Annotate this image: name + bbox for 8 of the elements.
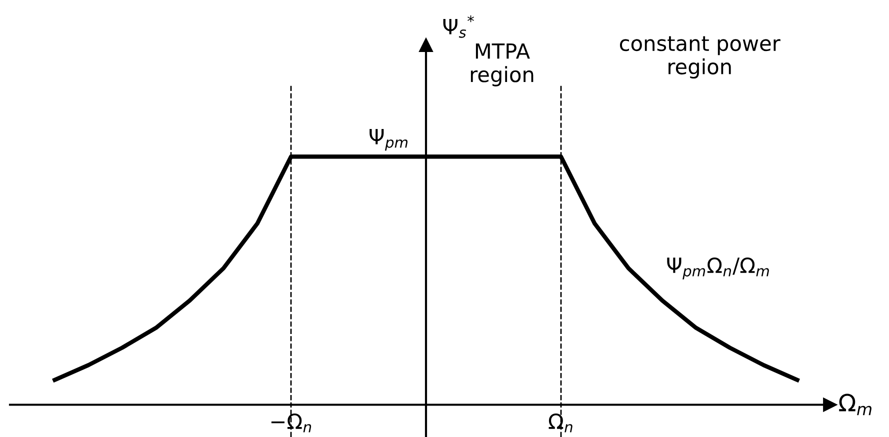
text: constant power region: [620, 36, 780, 79]
text: Ω$_{n}$/Ω$_{m}$: [707, 258, 769, 276]
annotation: Ψ$_{pm}$: [667, 258, 706, 280]
x-axis-title: Ω$_{m}$: [839, 394, 872, 416]
text: MTPA region: [470, 43, 534, 86]
text: Ψ$_{pm}$: [370, 129, 408, 151]
x-tick-label: −Ω$_{n}$: [271, 413, 312, 432]
text: Ψ$_{s}$$^{*}$: [443, 15, 474, 38]
